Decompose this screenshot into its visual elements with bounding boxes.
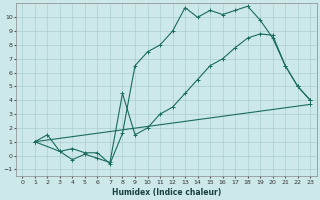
X-axis label: Humidex (Indice chaleur): Humidex (Indice chaleur) [112,188,221,197]
